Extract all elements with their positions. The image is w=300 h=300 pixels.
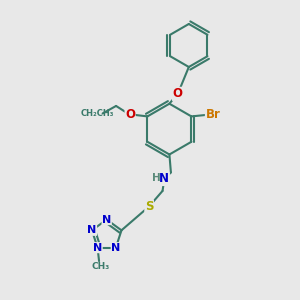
Text: CH₂CH₃: CH₂CH₃ bbox=[81, 109, 114, 118]
Text: O: O bbox=[172, 87, 182, 101]
Text: N: N bbox=[102, 214, 111, 225]
Text: O: O bbox=[125, 108, 135, 122]
Text: N: N bbox=[111, 243, 121, 253]
Text: N: N bbox=[87, 225, 97, 235]
Text: S: S bbox=[145, 200, 153, 213]
Text: Br: Br bbox=[206, 108, 220, 122]
Text: CH₃: CH₃ bbox=[92, 262, 110, 271]
Text: N: N bbox=[159, 172, 169, 185]
Text: H: H bbox=[152, 173, 161, 183]
Text: N: N bbox=[93, 243, 102, 253]
